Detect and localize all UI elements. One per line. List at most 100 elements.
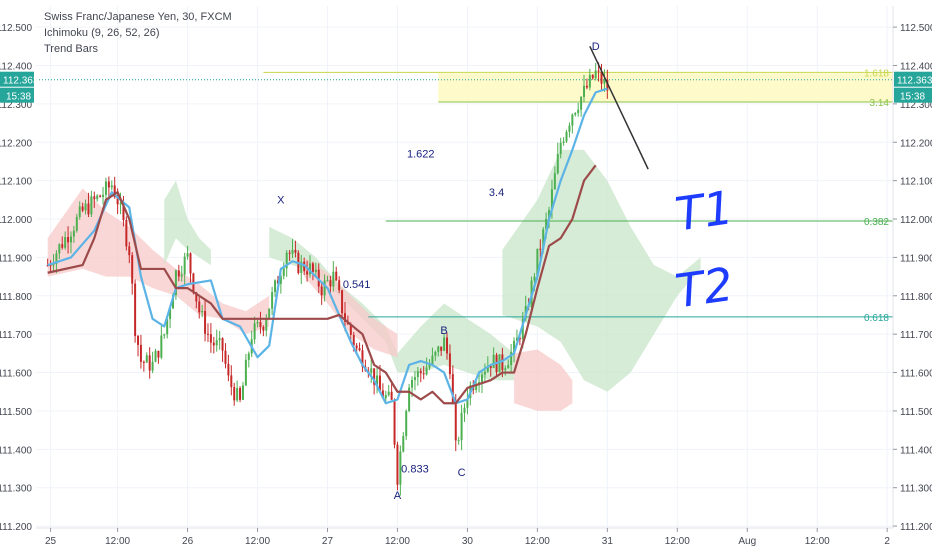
y-tick-label: 112.300 (900, 100, 932, 111)
candle-body (513, 340, 516, 353)
x-tick-label: 31 (602, 536, 614, 547)
candle-body (230, 375, 233, 388)
ichimoku-lines (47, 87, 608, 405)
candle-body (195, 292, 198, 302)
candle-body (571, 114, 574, 126)
y-tick-label: 111.700 (900, 330, 932, 341)
candle-body (451, 374, 454, 404)
y-tick-label: 111.400 (900, 445, 932, 456)
candle-body (160, 335, 163, 358)
handwritten-target: T1 (672, 180, 736, 241)
legend: Swiss Franc/Japanese Yen, 30, FXCM Ichim… (44, 9, 232, 57)
candle-body (236, 388, 239, 401)
candle-body (166, 319, 169, 335)
candle-body (209, 334, 212, 343)
cloud-bear (514, 349, 573, 411)
candle-body (274, 280, 277, 293)
candle-body (454, 403, 457, 441)
y-tick-label-left: 111.900 (0, 253, 32, 264)
y-tick-label: 112.500 (900, 23, 932, 34)
fib-level-label: 0.382 (864, 217, 889, 228)
y-tick-label-left: 112.000 (0, 215, 32, 226)
candle-body (373, 368, 376, 385)
fib-level-label: 3.14 (870, 98, 890, 109)
candle-body (349, 324, 352, 335)
candle-body (300, 261, 303, 274)
candle-body (131, 255, 134, 284)
candle-body (399, 451, 402, 485)
candle-body (180, 274, 183, 277)
candle-body (221, 338, 224, 351)
candle-body (81, 206, 84, 211)
x-tick-label: Aug (738, 536, 756, 547)
candle-body (189, 253, 192, 274)
candle-body (110, 185, 113, 188)
y-tick-label-left: 112.100 (0, 177, 32, 188)
candle-body (585, 85, 588, 88)
grid (36, 6, 893, 528)
candle-body (142, 361, 145, 363)
indicator-trend-bars[interactable]: Trend Bars (44, 43, 99, 55)
candle-body (463, 407, 466, 413)
candle-body (384, 394, 387, 399)
price-badge-left-time (0, 87, 34, 103)
annotation-label: 3.4 (489, 187, 504, 199)
candle-body (387, 391, 390, 395)
candle-body (332, 271, 335, 287)
candle-body (227, 363, 230, 376)
x-tick-label: 26 (182, 536, 194, 547)
candle-body (510, 352, 513, 366)
annotation-label: 0.833 (401, 463, 429, 475)
candle-body (559, 142, 562, 155)
y-tick-label: 111.600 (900, 369, 932, 380)
x-tick-label: 30 (462, 536, 474, 547)
candle-body (139, 344, 142, 362)
price-badge-right-time (894, 87, 932, 103)
candle-body (148, 355, 151, 371)
candle-body (244, 359, 247, 386)
price-badge-left-time-text: 15:38 (6, 92, 31, 103)
y-tick-label-left: 111.400 (0, 445, 32, 456)
y-tick-label: 112.400 (900, 61, 932, 72)
candle-body (492, 354, 495, 369)
candle-body (489, 365, 492, 369)
candle-body (46, 265, 49, 267)
annotation-label: A (394, 490, 402, 502)
indicator-ichimoku[interactable]: Ichimoku (9, 26, 52, 26) (44, 27, 160, 39)
candle-body (151, 361, 154, 371)
candle-body (125, 220, 128, 247)
x-tick-label: 2 (884, 536, 890, 547)
candle-body (154, 350, 157, 362)
candle-body (448, 353, 451, 375)
candle-body (99, 195, 102, 197)
candle-body (504, 368, 507, 371)
candle-body (87, 203, 90, 215)
candle-body (128, 246, 131, 256)
candle-body (69, 236, 72, 243)
candle-body (177, 270, 180, 277)
annotation-label: 1.622 (407, 149, 435, 161)
candle-body (323, 280, 326, 296)
candle-body (434, 351, 437, 356)
candle-body (515, 337, 518, 341)
price-badge-left (0, 71, 34, 87)
candle-body (163, 334, 166, 336)
candle-body (102, 194, 105, 197)
candle-body (518, 337, 521, 340)
candle-body (113, 185, 116, 198)
candle-body (326, 280, 329, 282)
candle-body (137, 335, 140, 345)
price-badge-right-text: 112.363 (897, 76, 932, 87)
candle-body (533, 276, 536, 281)
y-tick-label-left: 112.300 (0, 100, 32, 111)
candle-body (288, 252, 291, 254)
candle-body (600, 71, 603, 84)
x-tick-label: 25 (45, 536, 57, 547)
candle-body (498, 354, 501, 373)
candle-body (215, 340, 218, 346)
candle-body (396, 444, 399, 485)
candle-body (104, 181, 107, 195)
candle-body (501, 354, 504, 371)
candle-body (271, 292, 274, 309)
